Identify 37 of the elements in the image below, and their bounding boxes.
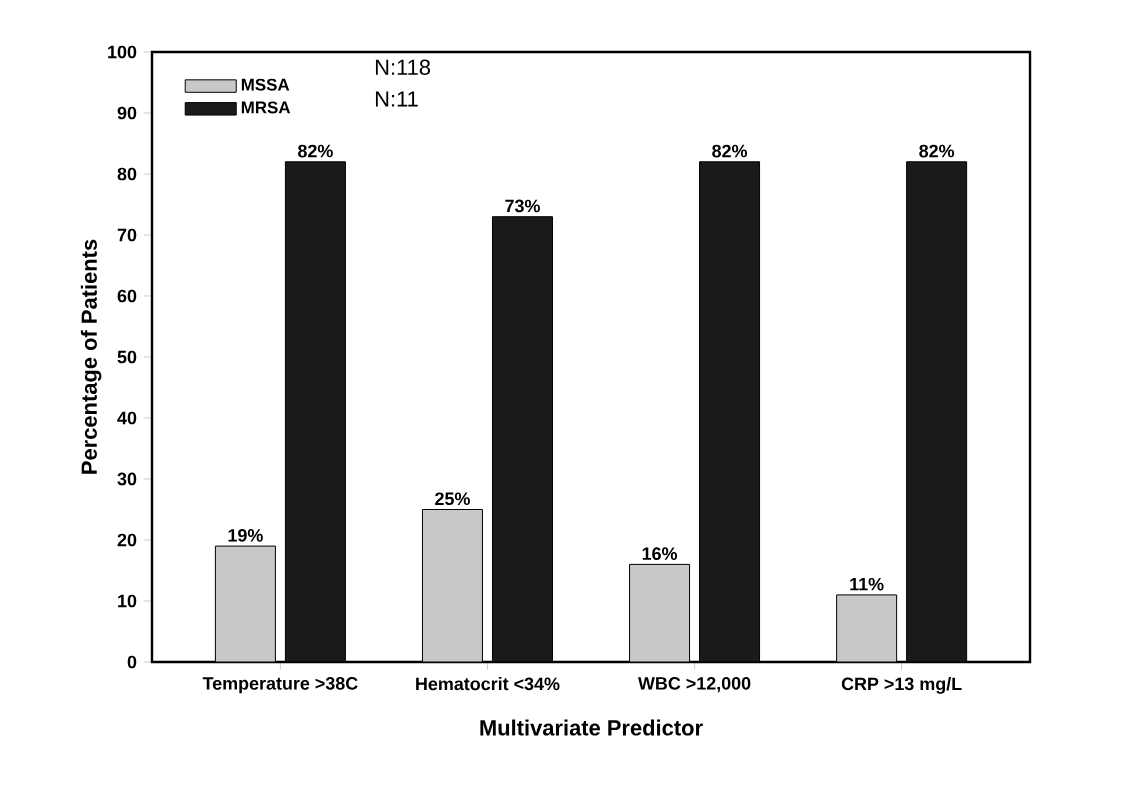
bar (421, 509, 483, 662)
x-tick-label: Hematocrit <34% (416, 677, 560, 691)
y-tick-label: 0 (127, 655, 137, 669)
bar (699, 161, 761, 662)
data-label: 82% (919, 144, 955, 158)
y-tick-label: 40 (117, 411, 137, 425)
data-label: 82% (298, 144, 333, 158)
bar (836, 594, 898, 662)
annotation: N:11 (375, 91, 418, 107)
y-tick-label: 60 (117, 289, 137, 303)
y-tick-label: 80 (117, 167, 137, 181)
bar (629, 563, 691, 662)
y-tick-label: 70 (117, 228, 137, 242)
data-label: 19% (228, 528, 263, 542)
data-label: 16% (642, 547, 678, 561)
bar (491, 216, 553, 662)
x-axis-title: Multivariate Predictor (480, 719, 703, 736)
y-axis-title: Percentage of Patients (80, 239, 102, 474)
x-tick-label: CRP >13 mg/L (841, 677, 962, 694)
x-tick-label: WBC >12,000 (638, 677, 751, 693)
bar (284, 161, 346, 662)
data-label: 11% (850, 577, 884, 591)
data-label: 25% (435, 492, 470, 506)
y-tick-label: 10 (118, 594, 137, 608)
annotation: N:118 (375, 59, 431, 75)
data-label: 82% (712, 144, 748, 158)
legend-label: MRSA (241, 101, 291, 114)
y-tick-label: 90 (117, 106, 137, 120)
y-tick-label: 50 (117, 350, 137, 364)
y-tick-label: 30 (117, 472, 137, 486)
x-tick-label: Temperature >38C (202, 677, 358, 694)
y-tick-label: 20 (117, 533, 137, 547)
data-label: 73% (505, 199, 540, 213)
bar (906, 161, 968, 662)
bar (214, 545, 276, 662)
y-tick-label: 100 (108, 45, 137, 59)
legend-label: MSSA (241, 78, 290, 91)
